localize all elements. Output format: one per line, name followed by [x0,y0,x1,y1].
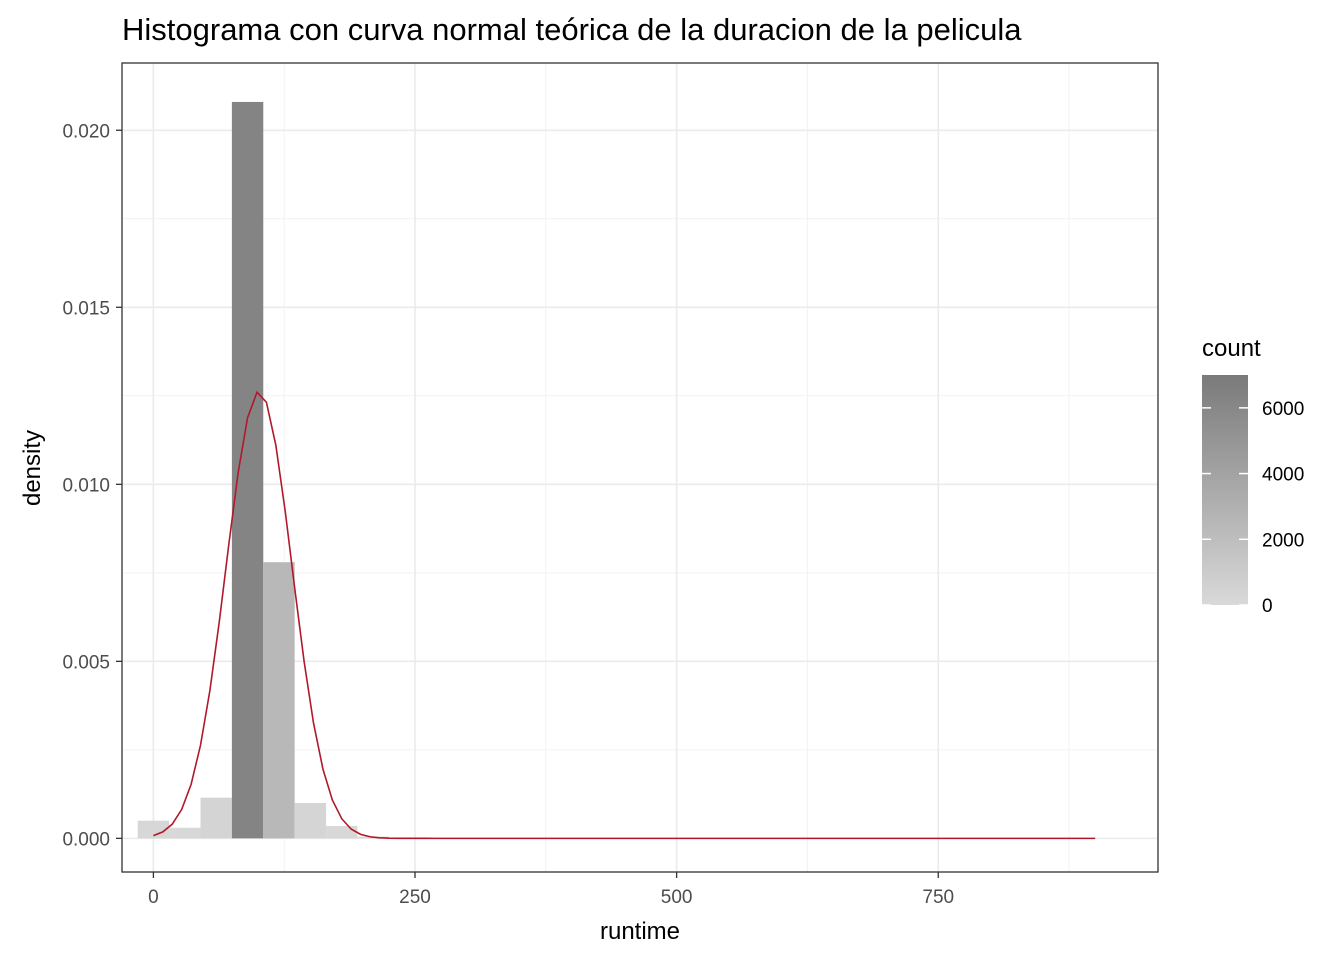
histogram-bar-5 [294,802,327,839]
legend-tick-label: 4000 [1262,465,1304,486]
histogram-bar-1 [169,827,201,839]
histogram-bar-2 [200,797,232,839]
x-tick-label: 500 [661,887,693,908]
histogram-bars [137,101,389,839]
legend-title: count [1202,335,1261,362]
y-tick-label: 0.005 [62,652,110,673]
x-axis: 0 250 500 750 [148,872,954,908]
histogram-bar-6 [326,825,358,839]
y-tick-label: 0.010 [62,475,110,496]
x-tick-label: 250 [399,887,431,908]
y-tick-label: 0.015 [62,298,110,319]
normal-curve-line [153,390,1096,840]
plot-border [121,62,1159,873]
chart-title: Histograma con curva normal teórica de l… [122,12,1022,47]
legend-ticks: 0 2000 4000 6000 [1202,399,1304,617]
grid-lines [122,63,1158,872]
histogram-bar-3 [231,101,264,839]
legend-colorbar [1202,375,1248,605]
x-axis-title: runtime [600,918,680,945]
x-tick-label: 750 [922,887,954,908]
legend: count 0 2000 4000 6000 [1202,335,1304,617]
legend-tick-label: 2000 [1262,530,1304,551]
y-tick-label: 0.020 [62,121,110,142]
histogram-bar-0 [137,820,170,839]
y-axis: 0.000 0.005 0.010 0.015 0.020 [62,121,122,850]
legend-tick-label: 6000 [1262,399,1304,420]
legend-tick-label: 0 [1262,596,1273,617]
y-axis-title: density [19,430,46,506]
histogram-bar-4 [263,562,295,839]
y-tick-label: 0.000 [62,829,110,850]
x-tick-label: 0 [148,887,159,908]
